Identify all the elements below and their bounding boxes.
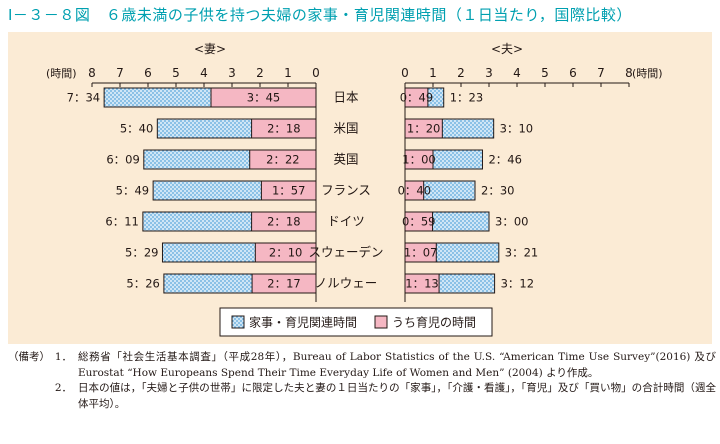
- category-label: 米国: [333, 121, 358, 136]
- wife-childcare-label: 1：57: [272, 184, 305, 198]
- wife-childcare-bar: [251, 273, 317, 294]
- wife-childcare-label: 2：22: [266, 153, 299, 167]
- wife-total-label: 6：11: [105, 215, 138, 229]
- wife-total-label: 5：26: [126, 277, 159, 291]
- category-label: フランス: [321, 183, 371, 198]
- wife-childcare-bar: [260, 180, 317, 201]
- legend-label: 家事・育児関連時間: [249, 315, 357, 330]
- note-text: 日本の値は，「夫婦と子供の世帯」に限定した夫と妻の１日当たりの「家事」，「介護・…: [78, 382, 716, 410]
- husband-childcare-bar: [404, 180, 425, 201]
- note-number: 2．: [54, 382, 72, 394]
- husband-childcare-label: 1：13: [405, 277, 438, 291]
- wife-childcare-label: 2：18: [267, 215, 300, 229]
- x-tick-label: 1: [429, 66, 437, 80]
- husband-childcare-label: 0：49: [400, 91, 433, 105]
- wife-total-label: 5：40: [120, 122, 153, 136]
- husband-childcare-label: 1：07: [404, 246, 437, 260]
- x-tick-label: 3: [228, 66, 236, 80]
- husband-total-label: 3：10: [500, 122, 533, 136]
- wife-childcare-label: 2：18: [267, 122, 300, 136]
- wife-childcare-bar: [251, 211, 317, 232]
- wife-childcare-bar: [251, 118, 317, 139]
- category-label: 日本: [333, 90, 359, 105]
- note-number: 1．: [54, 351, 72, 363]
- x-tick-label: 0: [401, 66, 409, 80]
- legend-box: [219, 307, 493, 337]
- x-tick-label: 5: [541, 66, 549, 80]
- husband-childcare-bar: [404, 211, 434, 232]
- husband-childcare-bar: [404, 273, 440, 294]
- note-1: （備考） 1． 総務省「社会生活基本調査」（平成28年），Bureau of L…: [8, 350, 716, 381]
- wife-total-label: 6：09: [106, 153, 139, 167]
- husband-childcare-bar: [404, 242, 437, 263]
- legend: 家事・育児関連時間 うち育児の時間: [219, 307, 493, 337]
- wife-childcare-label: 2：17: [267, 277, 300, 291]
- wife-childcare-bar: [254, 242, 317, 263]
- husband-total-label: 1：23: [450, 91, 483, 105]
- notes: （備考） 1． 総務省「社会生活基本調査」（平成28年），Bureau of L…: [8, 350, 716, 412]
- note-text: 総務省「社会生活基本調査」（平成28年），Bureau of Labor Sta…: [78, 351, 716, 379]
- x-tick-label: 1: [284, 66, 292, 80]
- husband-childcare-bar: [404, 87, 429, 108]
- husband-childcare-label: 1：20: [407, 122, 440, 136]
- note-2: 2． 日本の値は，「夫婦と子供の世帯」に限定した夫と妻の１日当たりの「家事」，「…: [8, 381, 716, 412]
- unit-label: (時間): [46, 67, 77, 80]
- legend-label: うち育児の時間: [392, 315, 476, 330]
- category-label: ノルウェー: [315, 276, 378, 291]
- x-tick-label: 4: [200, 66, 208, 80]
- wife-total-label: 5：29: [125, 246, 158, 260]
- legend-swatch-childcare: [374, 315, 388, 329]
- x-tick-label: 3: [485, 66, 493, 80]
- husband-total-label: 3：12: [501, 277, 534, 291]
- husband-childcare-label: 0：59: [402, 215, 435, 229]
- wife-childcare-bar: [210, 87, 317, 108]
- husband-total-label: 3：21: [505, 246, 538, 260]
- x-tick-label: 2: [256, 66, 264, 80]
- wife-total-label: 5：49: [116, 184, 149, 198]
- x-tick-label: 8: [88, 66, 96, 80]
- husband-childcare-label: 1：00: [402, 153, 435, 167]
- husband-total-label: 2：46: [488, 153, 521, 167]
- x-tick-label: 8: [625, 66, 633, 80]
- husband-childcare-bar: [404, 118, 443, 139]
- husband-total-label: 3：00: [495, 215, 528, 229]
- figure-title: Ⅰ－３－８図 ６歳未満の子供を持つ夫婦の家事・育児関連時間（１日当たり，国際比較…: [8, 6, 632, 24]
- husband-panel-label: <夫>: [491, 42, 523, 56]
- category-label: スウェーデン: [308, 245, 383, 260]
- wife-childcare-label: 3：45: [247, 91, 280, 105]
- category-label: ドイツ: [327, 214, 365, 229]
- x-tick-label: 6: [569, 66, 577, 80]
- category-label: 英国: [333, 152, 358, 167]
- husband-childcare-label: 0：40: [398, 184, 431, 198]
- wife-panel-label: <妻>: [194, 42, 226, 56]
- butterfly-bar-chart: <妻> <夫>(時間) (時間)8 7 6 5 4 3 2 1 0 0 1 2 3 4 5 6 7 8 日本7：34 3…: [46, 42, 663, 337]
- wife-childcare-label: 2：10: [269, 246, 302, 260]
- x-tick-label: 5: [172, 66, 180, 80]
- x-tick-label: 2: [457, 66, 465, 80]
- wife-childcare-bar: [249, 149, 317, 170]
- note-tag: （備考）: [8, 351, 50, 363]
- wife-total-label: 7：34: [67, 91, 100, 105]
- unit-label: (時間): [632, 67, 663, 80]
- x-tick-label: 7: [116, 66, 124, 80]
- x-tick-label: 0: [312, 66, 320, 80]
- husband-childcare-bar: [404, 149, 434, 170]
- chart-panel: <妻> <夫> (時間) (時間) 8 7 6 5 4 3 2 1 0 0 1 2 3 4 5 6 7 8 日本 7：34 3…: [8, 32, 712, 344]
- legend-swatch-housework: [231, 315, 245, 329]
- x-tick-label: 6: [144, 66, 152, 80]
- x-tick-label: 7: [597, 66, 605, 80]
- husband-total-label: 2：30: [481, 184, 514, 198]
- x-tick-label: 4: [513, 66, 521, 80]
